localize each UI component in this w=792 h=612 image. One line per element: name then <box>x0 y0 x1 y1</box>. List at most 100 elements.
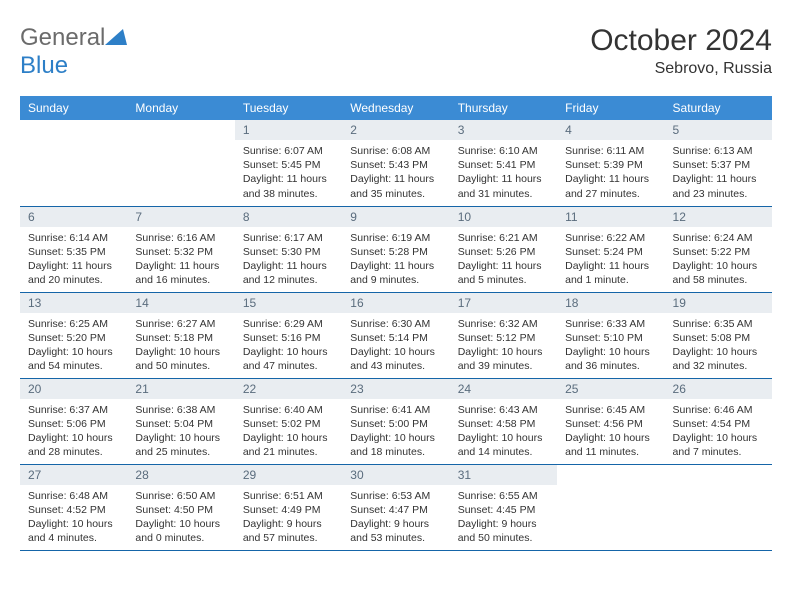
day-header: Thursday <box>450 96 557 120</box>
day-info: Sunrise: 6:38 AMSunset: 5:04 PMDaylight:… <box>127 399 234 464</box>
day-info: Sunrise: 6:48 AMSunset: 4:52 PMDaylight:… <box>20 485 127 550</box>
title-block: October 2024 Sebrovo, Russia <box>590 24 772 78</box>
day-number: 1 <box>235 120 342 140</box>
header: GeneralBlue October 2024 Sebrovo, Russia <box>20 24 772 80</box>
calendar-week-row: 13Sunrise: 6:25 AMSunset: 5:20 PMDayligh… <box>20 292 772 378</box>
day-number: 4 <box>557 120 664 140</box>
day-info: Sunrise: 6:35 AMSunset: 5:08 PMDaylight:… <box>665 313 772 378</box>
day-info: Sunrise: 6:32 AMSunset: 5:12 PMDaylight:… <box>450 313 557 378</box>
calendar-cell: 2Sunrise: 6:08 AMSunset: 5:43 PMDaylight… <box>342 120 449 206</box>
calendar-cell: 8Sunrise: 6:17 AMSunset: 5:30 PMDaylight… <box>235 206 342 292</box>
calendar-cell: 16Sunrise: 6:30 AMSunset: 5:14 PMDayligh… <box>342 292 449 378</box>
calendar-cell: 7Sunrise: 6:16 AMSunset: 5:32 PMDaylight… <box>127 206 234 292</box>
day-number: 23 <box>342 379 449 399</box>
calendar-week-row: 1Sunrise: 6:07 AMSunset: 5:45 PMDaylight… <box>20 120 772 206</box>
calendar-cell: 26Sunrise: 6:46 AMSunset: 4:54 PMDayligh… <box>665 378 772 464</box>
logo: GeneralBlue <box>20 24 127 80</box>
calendar-cell <box>557 464 664 550</box>
day-info: Sunrise: 6:19 AMSunset: 5:28 PMDaylight:… <box>342 227 449 292</box>
logo-text: GeneralBlue <box>20 24 127 80</box>
calendar-cell: 11Sunrise: 6:22 AMSunset: 5:24 PMDayligh… <box>557 206 664 292</box>
calendar-week-row: 6Sunrise: 6:14 AMSunset: 5:35 PMDaylight… <box>20 206 772 292</box>
day-number: 29 <box>235 465 342 485</box>
calendar-cell: 9Sunrise: 6:19 AMSunset: 5:28 PMDaylight… <box>342 206 449 292</box>
day-info: Sunrise: 6:50 AMSunset: 4:50 PMDaylight:… <box>127 485 234 550</box>
day-info: Sunrise: 6:27 AMSunset: 5:18 PMDaylight:… <box>127 313 234 378</box>
calendar-cell: 27Sunrise: 6:48 AMSunset: 4:52 PMDayligh… <box>20 464 127 550</box>
calendar-cell: 15Sunrise: 6:29 AMSunset: 5:16 PMDayligh… <box>235 292 342 378</box>
day-info: Sunrise: 6:07 AMSunset: 5:45 PMDaylight:… <box>235 140 342 205</box>
calendar-cell: 24Sunrise: 6:43 AMSunset: 4:58 PMDayligh… <box>450 378 557 464</box>
location: Sebrovo, Russia <box>590 60 772 78</box>
day-info: Sunrise: 6:45 AMSunset: 4:56 PMDaylight:… <box>557 399 664 464</box>
day-info: Sunrise: 6:41 AMSunset: 5:00 PMDaylight:… <box>342 399 449 464</box>
calendar-cell: 1Sunrise: 6:07 AMSunset: 5:45 PMDaylight… <box>235 120 342 206</box>
day-info: Sunrise: 6:14 AMSunset: 5:35 PMDaylight:… <box>20 227 127 292</box>
calendar-cell: 25Sunrise: 6:45 AMSunset: 4:56 PMDayligh… <box>557 378 664 464</box>
day-number: 9 <box>342 207 449 227</box>
calendar-cell: 31Sunrise: 6:55 AMSunset: 4:45 PMDayligh… <box>450 464 557 550</box>
calendar-cell: 20Sunrise: 6:37 AMSunset: 5:06 PMDayligh… <box>20 378 127 464</box>
day-number: 10 <box>450 207 557 227</box>
day-number: 25 <box>557 379 664 399</box>
day-number: 12 <box>665 207 772 227</box>
day-info: Sunrise: 6:46 AMSunset: 4:54 PMDaylight:… <box>665 399 772 464</box>
calendar-cell: 21Sunrise: 6:38 AMSunset: 5:04 PMDayligh… <box>127 378 234 464</box>
day-number: 27 <box>20 465 127 485</box>
calendar-cell: 17Sunrise: 6:32 AMSunset: 5:12 PMDayligh… <box>450 292 557 378</box>
day-header: Friday <box>557 96 664 120</box>
day-number: 14 <box>127 293 234 313</box>
calendar-week-row: 20Sunrise: 6:37 AMSunset: 5:06 PMDayligh… <box>20 378 772 464</box>
day-number: 28 <box>127 465 234 485</box>
calendar-cell: 10Sunrise: 6:21 AMSunset: 5:26 PMDayligh… <box>450 206 557 292</box>
day-header: Tuesday <box>235 96 342 120</box>
day-number: 30 <box>342 465 449 485</box>
calendar-cell: 23Sunrise: 6:41 AMSunset: 5:00 PMDayligh… <box>342 378 449 464</box>
day-info: Sunrise: 6:53 AMSunset: 4:47 PMDaylight:… <box>342 485 449 550</box>
calendar-body: 1Sunrise: 6:07 AMSunset: 5:45 PMDaylight… <box>20 120 772 550</box>
day-info: Sunrise: 6:40 AMSunset: 5:02 PMDaylight:… <box>235 399 342 464</box>
day-header: Wednesday <box>342 96 449 120</box>
day-number: 3 <box>450 120 557 140</box>
day-info: Sunrise: 6:43 AMSunset: 4:58 PMDaylight:… <box>450 399 557 464</box>
day-header: Sunday <box>20 96 127 120</box>
day-number: 7 <box>127 207 234 227</box>
day-info: Sunrise: 6:17 AMSunset: 5:30 PMDaylight:… <box>235 227 342 292</box>
calendar-cell: 19Sunrise: 6:35 AMSunset: 5:08 PMDayligh… <box>665 292 772 378</box>
day-header-row: SundayMondayTuesdayWednesdayThursdayFrid… <box>20 96 772 120</box>
day-number: 31 <box>450 465 557 485</box>
day-info: Sunrise: 6:11 AMSunset: 5:39 PMDaylight:… <box>557 140 664 205</box>
day-number: 26 <box>665 379 772 399</box>
calendar-cell: 18Sunrise: 6:33 AMSunset: 5:10 PMDayligh… <box>557 292 664 378</box>
calendar-cell: 22Sunrise: 6:40 AMSunset: 5:02 PMDayligh… <box>235 378 342 464</box>
day-number: 17 <box>450 293 557 313</box>
calendar-week-row: 27Sunrise: 6:48 AMSunset: 4:52 PMDayligh… <box>20 464 772 550</box>
day-info: Sunrise: 6:29 AMSunset: 5:16 PMDaylight:… <box>235 313 342 378</box>
logo-part1: General <box>20 24 105 51</box>
day-number: 2 <box>342 120 449 140</box>
day-number: 13 <box>20 293 127 313</box>
day-info: Sunrise: 6:21 AMSunset: 5:26 PMDaylight:… <box>450 227 557 292</box>
day-number: 11 <box>557 207 664 227</box>
calendar-cell: 30Sunrise: 6:53 AMSunset: 4:47 PMDayligh… <box>342 464 449 550</box>
day-number: 16 <box>342 293 449 313</box>
day-number: 8 <box>235 207 342 227</box>
day-number: 18 <box>557 293 664 313</box>
calendar-cell: 14Sunrise: 6:27 AMSunset: 5:18 PMDayligh… <box>127 292 234 378</box>
calendar-cell: 6Sunrise: 6:14 AMSunset: 5:35 PMDaylight… <box>20 206 127 292</box>
calendar-cell: 13Sunrise: 6:25 AMSunset: 5:20 PMDayligh… <box>20 292 127 378</box>
calendar-cell: 12Sunrise: 6:24 AMSunset: 5:22 PMDayligh… <box>665 206 772 292</box>
day-info: Sunrise: 6:33 AMSunset: 5:10 PMDaylight:… <box>557 313 664 378</box>
logo-triangle-icon <box>105 29 127 45</box>
day-number: 19 <box>665 293 772 313</box>
day-header: Monday <box>127 96 234 120</box>
calendar-cell: 29Sunrise: 6:51 AMSunset: 4:49 PMDayligh… <box>235 464 342 550</box>
day-info: Sunrise: 6:08 AMSunset: 5:43 PMDaylight:… <box>342 140 449 205</box>
calendar-cell: 3Sunrise: 6:10 AMSunset: 5:41 PMDaylight… <box>450 120 557 206</box>
calendar-cell: 28Sunrise: 6:50 AMSunset: 4:50 PMDayligh… <box>127 464 234 550</box>
calendar-cell: 4Sunrise: 6:11 AMSunset: 5:39 PMDaylight… <box>557 120 664 206</box>
day-number: 6 <box>20 207 127 227</box>
day-number: 15 <box>235 293 342 313</box>
logo-part2: Blue <box>20 52 68 79</box>
day-info: Sunrise: 6:25 AMSunset: 5:20 PMDaylight:… <box>20 313 127 378</box>
